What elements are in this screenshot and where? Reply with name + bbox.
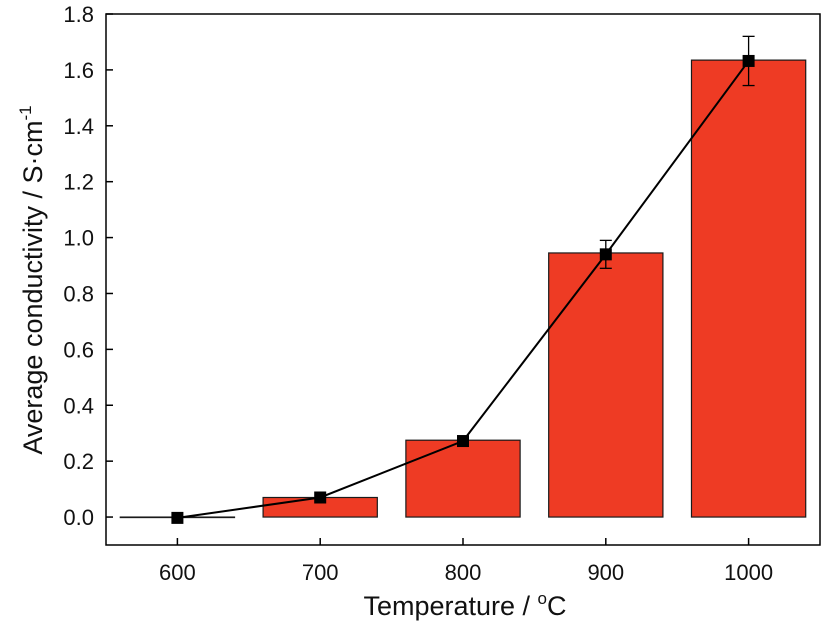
- bar-900: [548, 252, 664, 518]
- x-tick-label: 700: [302, 560, 339, 585]
- x-axis-title: Temperature / oC: [363, 589, 566, 621]
- marker-900: [599, 248, 612, 261]
- x-axis-title-tail: C: [547, 591, 567, 621]
- marker-700: [314, 491, 327, 504]
- y-tick-label: 1.0: [63, 226, 94, 251]
- y-tick-label: 1.4: [63, 114, 94, 139]
- y-tick-label: 0.6: [63, 337, 94, 362]
- x-axis-title-sup: o: [538, 589, 547, 608]
- x-tick-label: 900: [587, 560, 624, 585]
- y-axis-title-sup: -1: [16, 105, 35, 120]
- y-tick-label: 0.2: [63, 449, 94, 474]
- y-tick-label: 0.8: [63, 281, 94, 306]
- x-tick-labels: 600 700 800 900 1000: [159, 560, 773, 585]
- marker-600: [171, 511, 184, 524]
- y-tick-labels: 0.0 0.2 0.4 0.6 0.8 1.0 1.2 1.4 1.6 1.8: [63, 2, 94, 530]
- x-tick-label: 1000: [724, 560, 773, 585]
- y-axis-title: Average conductivity / S·cm-1: [16, 105, 48, 454]
- marker-800: [457, 435, 469, 448]
- x-tick-label: 600: [159, 560, 196, 585]
- y-tick-label: 1.2: [63, 170, 94, 195]
- line-layer: [171, 35, 755, 524]
- bar-800: [405, 439, 521, 518]
- x-axis-title-text: Temperature /: [363, 591, 537, 621]
- bars-layer: [119, 59, 807, 519]
- y-axis-title-text: Average conductivity / S·cm: [18, 120, 48, 454]
- marker-1000: [742, 54, 755, 67]
- bar-1000: [690, 59, 807, 518]
- x-tick-label: 800: [445, 560, 482, 585]
- axes-layer: [105, 13, 821, 546]
- y-tick-label: 1.8: [63, 2, 94, 27]
- y-tick-label: 0.4: [63, 393, 94, 418]
- y-tick-label: 0.0: [63, 505, 94, 530]
- y-tick-label: 1.6: [63, 58, 94, 83]
